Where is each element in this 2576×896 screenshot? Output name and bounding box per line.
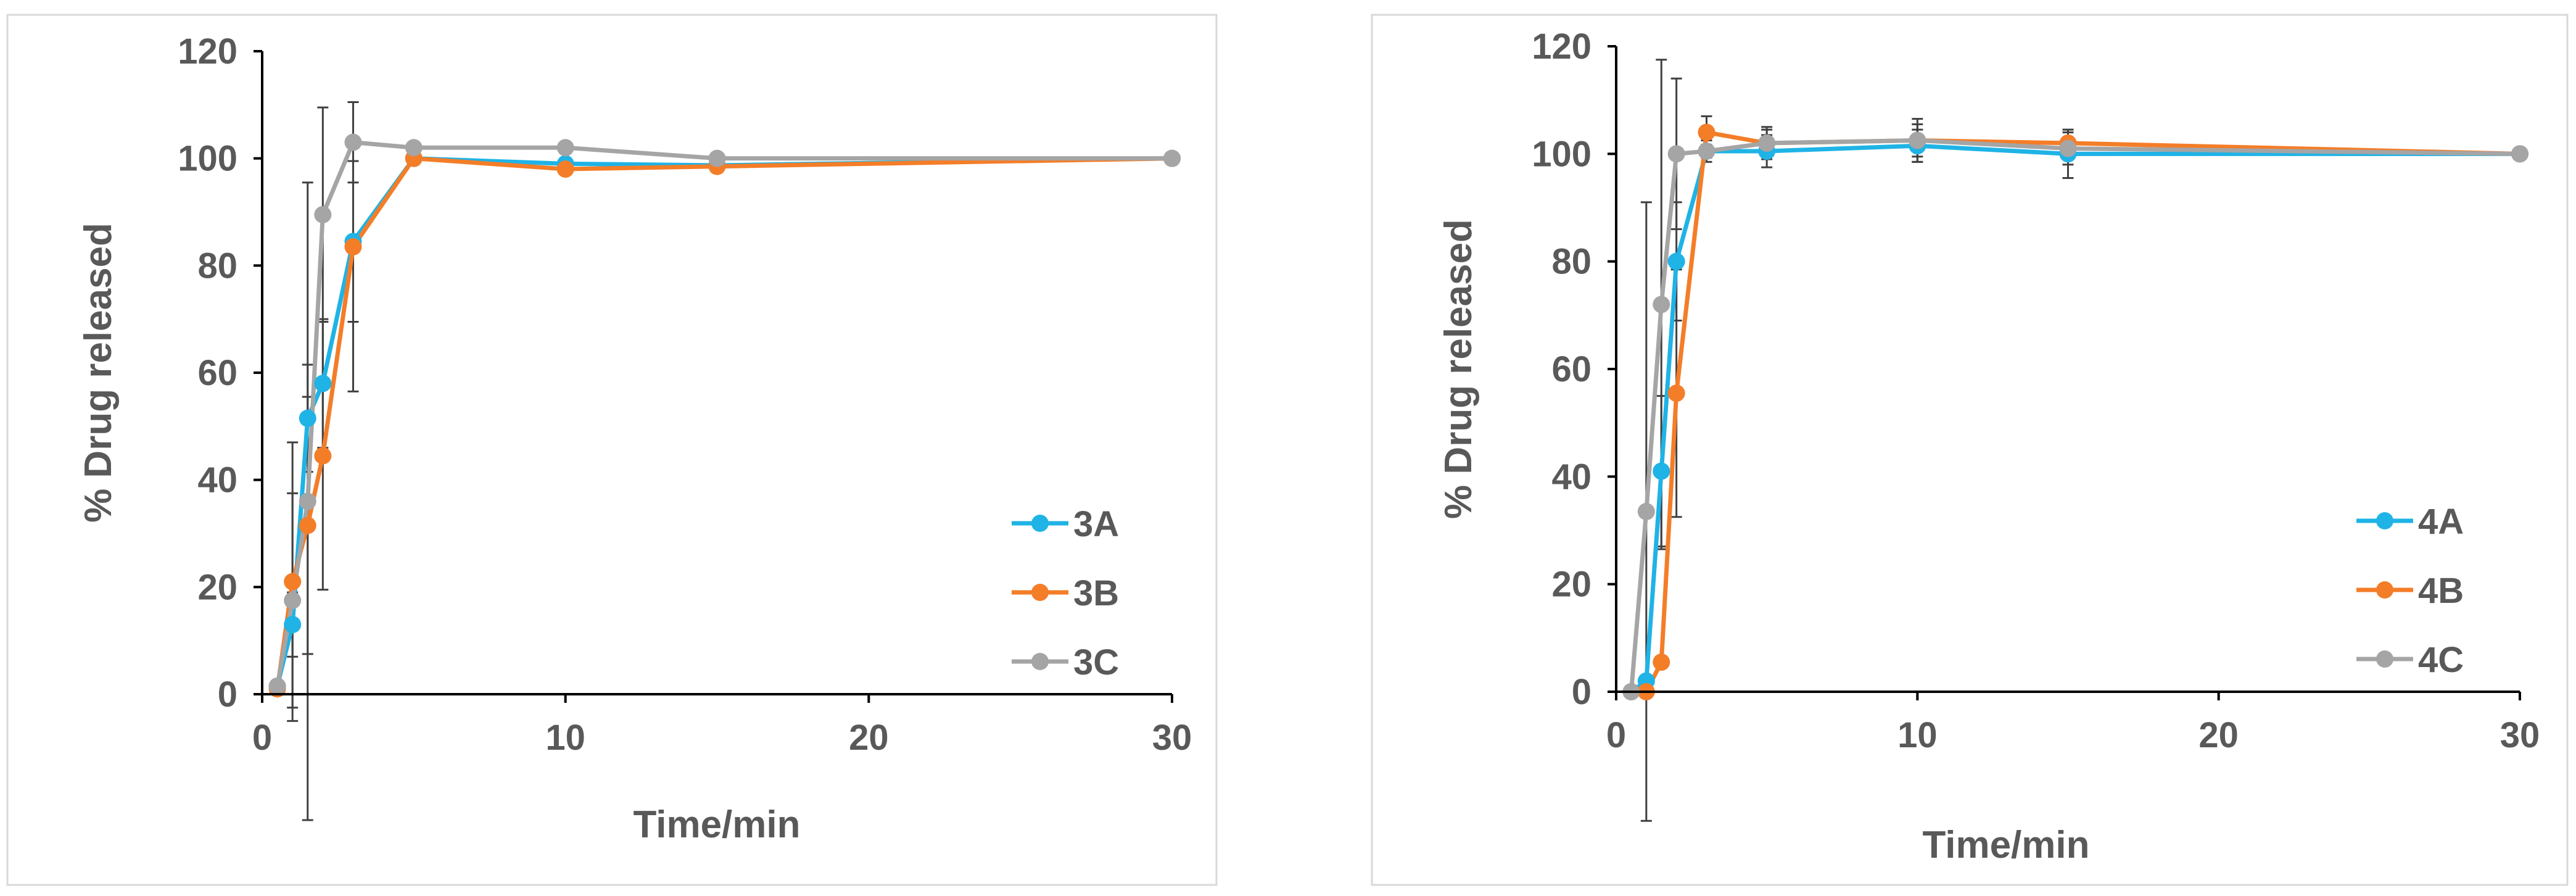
data-point-4b <box>1653 653 1670 671</box>
data-point-4a <box>1667 252 1685 270</box>
data-point-4c <box>1909 131 1926 149</box>
legend-label-4a: 4A <box>2418 502 2464 542</box>
data-point-4c <box>2059 139 2077 157</box>
data-point-4c <box>2511 145 2529 163</box>
y-tick-label: 100 <box>1532 134 1591 174</box>
tick-layer-right: 0 20 40 60 80 100 120 0 10 20 30 <box>1532 27 2540 755</box>
data-point-3a <box>314 375 332 392</box>
y-tick-label: 120 <box>1532 27 1591 67</box>
data-point-4c <box>1637 502 1655 520</box>
chart-frame-right <box>1371 14 2569 886</box>
data-point-3c <box>314 205 332 223</box>
x-axis-title-right: Time/min <box>1922 824 2089 866</box>
x-tick-label: 30 <box>1152 718 1192 758</box>
x-tick-label: 0 <box>1606 715 1626 755</box>
y-tick-label: 40 <box>197 460 237 500</box>
y-tick-label: 60 <box>197 353 237 393</box>
x-tick-label: 10 <box>1897 715 1938 755</box>
data-point-3b <box>299 516 316 534</box>
data-point-3b <box>314 447 332 465</box>
marker-layer-left <box>268 133 1181 698</box>
legend-swatch-marker-3b <box>1031 584 1049 601</box>
data-point-3a <box>299 409 316 427</box>
legend-swatch-marker-4a <box>2376 512 2393 529</box>
data-point-4c <box>1667 145 1685 163</box>
legend-label-3a: 3A <box>1073 504 1119 544</box>
y-tick-label: 0 <box>218 674 237 715</box>
legend-right: 4A 4B 4C <box>2356 502 2464 680</box>
data-point-3c <box>708 149 726 167</box>
data-point-3c <box>1163 149 1181 167</box>
y-tick-label: 60 <box>1551 349 1591 389</box>
data-point-3c <box>284 592 302 610</box>
data-point-3c <box>405 139 423 157</box>
data-point-4c <box>1698 142 1715 160</box>
axes-right <box>1615 46 2520 693</box>
error-bar-layer-left <box>287 101 723 821</box>
legend-label-4c: 4C <box>2418 640 2464 680</box>
legend-swatch-marker-4b <box>2376 581 2393 599</box>
axes-left <box>261 51 1172 695</box>
legend-label-3c: 3C <box>1073 642 1119 682</box>
tick-layer-left: 0 20 40 60 80 100 120 0 10 20 30 <box>178 31 1192 758</box>
x-tick-label: 20 <box>849 718 889 758</box>
data-point-3c <box>299 492 316 510</box>
data-point-3c <box>344 133 362 151</box>
y-tick-label: 0 <box>1572 672 1591 712</box>
y-tick-label: 20 <box>197 567 237 607</box>
x-tick-label: 10 <box>545 718 585 758</box>
x-tick-label: 30 <box>2500 715 2540 755</box>
y-axis-title-left: % Drug released <box>77 223 120 523</box>
legend-left: 3A 3B 3C <box>1012 504 1119 682</box>
x-tick-label: 0 <box>252 718 272 758</box>
legend-swatch-marker-4c <box>2376 650 2393 668</box>
chart-panel-left: 0 20 40 60 80 100 120 0 10 20 30 Time/min % Drug r… <box>6 14 1218 886</box>
y-tick-label: 120 <box>178 31 237 72</box>
data-point-4c <box>1758 134 1776 152</box>
legend-swatch-marker-3c <box>1031 653 1049 670</box>
data-point-4b <box>1698 123 1715 141</box>
legend-swatch-marker-3a <box>1031 515 1049 532</box>
data-point-3a <box>284 616 302 634</box>
data-point-4b <box>1667 384 1685 402</box>
x-tick-label: 20 <box>2198 715 2239 755</box>
data-point-3b <box>344 238 362 255</box>
x-axis-title-left: Time/min <box>633 803 800 846</box>
data-point-3c <box>268 677 286 695</box>
y-tick-label: 80 <box>197 246 237 286</box>
y-tick-label: 40 <box>1551 457 1591 497</box>
legend-label-3b: 3B <box>1073 573 1119 613</box>
data-point-4c <box>1653 296 1670 313</box>
data-point-4a <box>1653 462 1670 480</box>
data-point-3c <box>556 139 574 157</box>
data-point-3b <box>556 160 574 178</box>
legend-label-4b: 4B <box>2418 571 2464 611</box>
data-point-3b <box>284 573 302 591</box>
y-tick-label: 100 <box>178 139 237 179</box>
chart-panel-right: 0 20 40 60 80 100 120 0 10 20 30 Time/min % Drug r… <box>1371 14 2569 886</box>
y-tick-label: 80 <box>1551 242 1591 282</box>
y-axis-title-right: % Drug released <box>1437 219 1480 519</box>
y-tick-label: 20 <box>1551 565 1591 605</box>
